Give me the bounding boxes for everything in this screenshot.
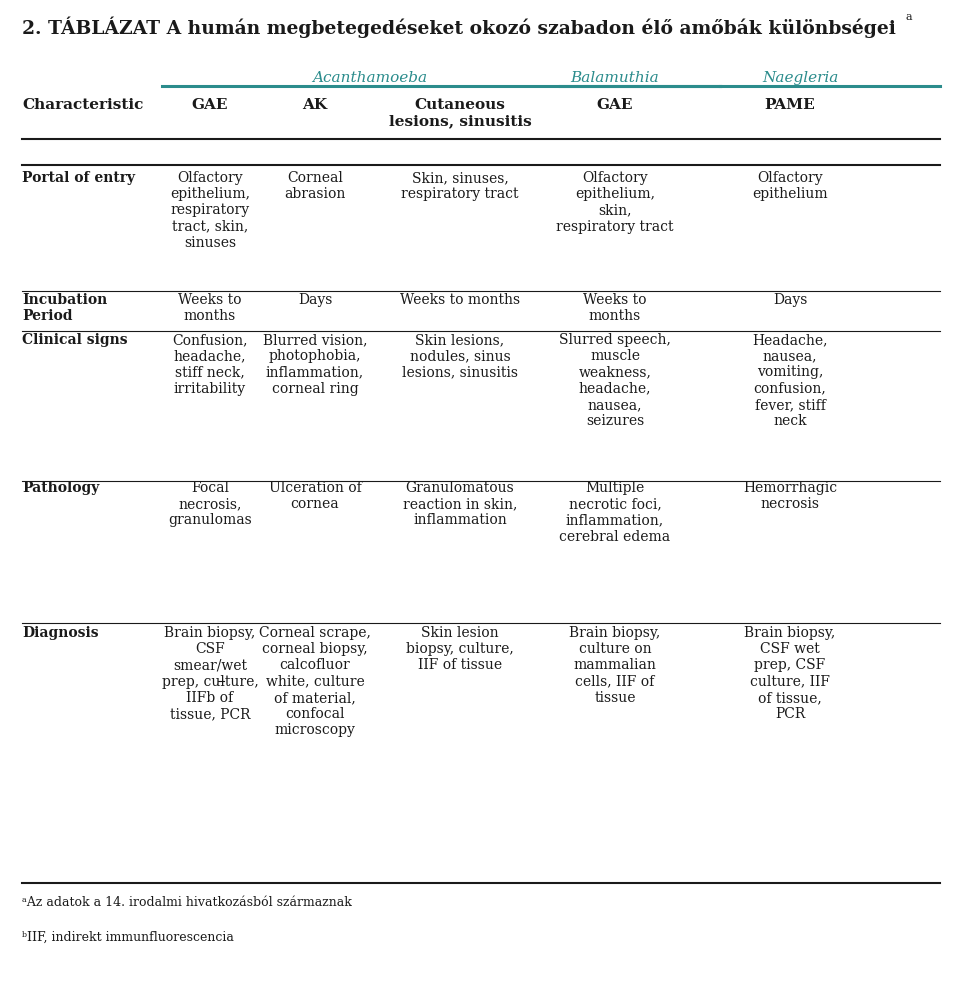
Text: Brain biopsy,
CSF wet
prep, CSF
culture, IIF
of tissue,
PCR: Brain biopsy, CSF wet prep, CSF culture,… <box>744 626 835 721</box>
Text: Diagnosis: Diagnosis <box>22 626 99 640</box>
Text: Portal of entry: Portal of entry <box>22 171 135 185</box>
Text: Brain biopsy,
culture on
mammalian
cells, IIF of
tissue: Brain biopsy, culture on mammalian cells… <box>569 626 660 705</box>
Text: Granulomatous
reaction in skin,
inflammation: Granulomatous reaction in skin, inflamma… <box>403 481 517 527</box>
Text: Brain biopsy,
CSF
smear/wet
prep, culture,
IIFb of
tissue, PCR: Brain biopsy, CSF smear/wet prep, cultur… <box>161 626 258 721</box>
Text: Headache,
nausea,
vomiting,
confusion,
fever, stiff
neck: Headache, nausea, vomiting, confusion, f… <box>753 333 828 428</box>
Text: Slurred speech,
muscle
weakness,
headache,
nausea,
seizures: Slurred speech, muscle weakness, headach… <box>559 333 671 428</box>
Text: AK: AK <box>302 98 327 112</box>
Text: Naegleria: Naegleria <box>762 71 838 85</box>
Text: Olfactory
epithelium,
respiratory
tract, skin,
sinuses: Olfactory epithelium, respiratory tract,… <box>170 171 250 250</box>
Text: Weeks to
months: Weeks to months <box>179 293 242 323</box>
Text: Characteristic: Characteristic <box>22 98 143 112</box>
Text: ᵃAz adatok a 14. irodalmi hivatkozásból származnak: ᵃAz adatok a 14. irodalmi hivatkozásból … <box>22 896 352 909</box>
Text: Olfactory
epithelium,
skin,
respiratory tract: Olfactory epithelium, skin, respiratory … <box>556 171 674 234</box>
Text: Skin, sinuses,
respiratory tract: Skin, sinuses, respiratory tract <box>401 171 518 201</box>
Text: Days: Days <box>298 293 332 307</box>
Text: Corneal scrape,
corneal biopsy,
calcofluor
white, culture
of material,
confocal
: Corneal scrape, corneal biopsy, calcoflu… <box>259 626 371 737</box>
Text: Skin lesion
biopsy, culture,
IIF of tissue: Skin lesion biopsy, culture, IIF of tiss… <box>406 626 514 673</box>
Text: GAE: GAE <box>597 98 634 112</box>
Text: Pathology: Pathology <box>22 481 100 495</box>
Text: Clinical signs: Clinical signs <box>22 333 128 347</box>
Text: Weeks to months: Weeks to months <box>400 293 520 307</box>
Text: a: a <box>906 12 913 22</box>
Text: Balamuthia: Balamuthia <box>570 71 660 85</box>
Text: Corneal
abrasion: Corneal abrasion <box>284 171 346 201</box>
Text: Hemorrhagic
necrosis: Hemorrhagic necrosis <box>743 481 837 511</box>
Text: Blurred vision,
photophobia,
inflammation,
corneal ring: Blurred vision, photophobia, inflammatio… <box>263 333 368 395</box>
Text: Cutaneous
lesions, sinusitis: Cutaneous lesions, sinusitis <box>389 98 532 128</box>
Text: ᵇIIF, indirekt immunfluorescencia: ᵇIIF, indirekt immunfluorescencia <box>22 931 234 944</box>
Text: Incubation
Period: Incubation Period <box>22 293 108 323</box>
Text: 2. TÁBLÁZAT A humán megbetegedéseket okozó szabadon élő amőbák különbségei: 2. TÁBLÁZAT A humán megbetegedéseket oko… <box>22 16 896 38</box>
Text: PAME: PAME <box>764 98 815 112</box>
Text: Weeks to
months: Weeks to months <box>584 293 647 323</box>
Text: Days: Days <box>773 293 807 307</box>
Text: Olfactory
epithelium: Olfactory epithelium <box>753 171 828 201</box>
Text: Acanthamoeba: Acanthamoeba <box>312 71 427 85</box>
Text: Focal
necrosis,
granulomas: Focal necrosis, granulomas <box>168 481 252 527</box>
Text: Ulceration of
cornea: Ulceration of cornea <box>269 481 361 511</box>
Text: Confusion,
headache,
stiff neck,
irritability: Confusion, headache, stiff neck, irritab… <box>172 333 248 395</box>
Text: Multiple
necrotic foci,
inflammation,
cerebral edema: Multiple necrotic foci, inflammation, ce… <box>560 481 671 544</box>
Text: Skin lesions,
nodules, sinus
lesions, sinusitis: Skin lesions, nodules, sinus lesions, si… <box>402 333 518 380</box>
Text: GAE: GAE <box>192 98 228 112</box>
